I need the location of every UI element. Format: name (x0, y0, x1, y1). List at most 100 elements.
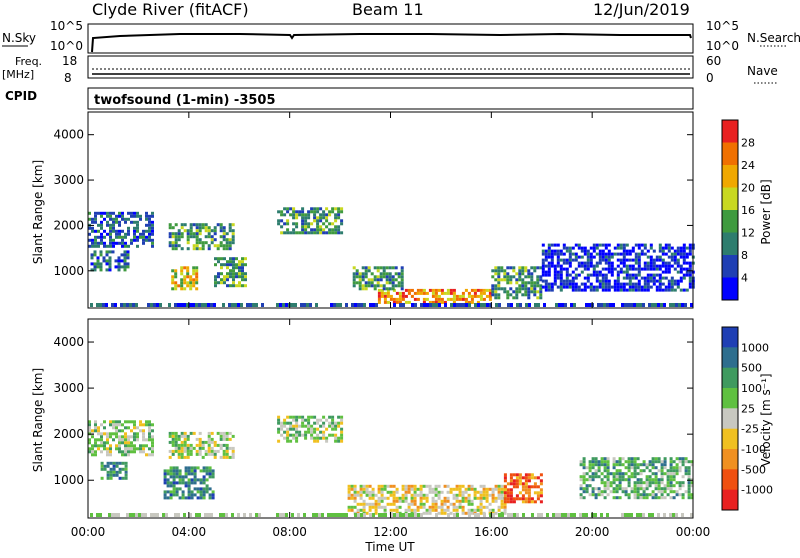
power-colorbar-swatch-2 (722, 165, 738, 188)
velocity-colorbar-tick-2: 100 (741, 382, 762, 395)
power-band-3 (214, 257, 247, 288)
power-colorbar-tick-2: 12 (741, 227, 755, 240)
nave-tick-bottom: 0 (706, 71, 714, 85)
cpid-panel-frame (87, 87, 694, 110)
power-colorbar-swatch-3 (722, 187, 738, 211)
velocity-colorbar-swatch-0 (722, 327, 738, 348)
velocity-ytick-label-2: 3000 (53, 381, 84, 395)
nsky-label: N.Sky (2, 31, 36, 45)
power-colorbar-swatch-5 (722, 232, 738, 256)
freq-tick-bottom: 8 (64, 71, 72, 85)
time-axis: 00:00 04:00 08:00 12:00 16:00 20:00 00:00 (71, 112, 711, 539)
velocity-ytick-label-3: 4000 (53, 335, 84, 349)
velocity-colorbar-swatch-2 (722, 367, 738, 389)
power-colorbar-tick-6: 28 (741, 137, 755, 150)
cpid-label: CPID (5, 89, 37, 103)
power-colorbar: 4 8 12 16 20 24 28 (721, 119, 755, 301)
velocity-colorbar-tick-5: -100 (741, 443, 766, 456)
date-title: 12/Jun/2019 (593, 0, 690, 19)
nave-label: Nave (747, 64, 778, 78)
power-colorbar-swatch-7 (722, 277, 738, 301)
velocity-near-range-strip (90, 513, 693, 517)
power-band-8 (491, 266, 543, 300)
power-colorbar-tick-4: 20 (741, 182, 755, 195)
freq-label: Freq. (15, 55, 42, 68)
velocity-colorbar-label: Velocity [m s⁻¹] (759, 373, 773, 466)
velocity-band-6 (503, 473, 543, 504)
velocity-data-layer (88, 415, 694, 517)
power-colorbar-swatch-1 (722, 142, 738, 166)
velocity-colorbar-swatch-6 (722, 449, 738, 470)
power-colorbar-tick-0: 4 (741, 272, 748, 285)
velocity-ytick-label-1: 2000 (53, 427, 84, 441)
time-tick-label-2: 08:00 (272, 525, 307, 539)
velocity-band-1 (168, 431, 235, 459)
power-colorbar-label: Power [dB] (759, 179, 773, 244)
velocity-colorbar-tick-1: 500 (741, 362, 762, 375)
power-band-9 (541, 243, 695, 292)
nsearch-tick-bottom: 10^0 (706, 39, 739, 53)
velocity-colorbar-frame (721, 326, 739, 511)
nsky-trace (91, 32, 692, 53)
velocity-colorbar-tick-6: -500 (741, 463, 766, 476)
time-tick-label-3: 12:00 (373, 525, 408, 539)
time-tick-label-0: 00:00 (71, 525, 106, 539)
velocity-colorbar-tick-0: 1000 (741, 341, 769, 354)
velocity-colorbar-swatch-8 (722, 489, 738, 511)
time-tick-label-4: 16:00 (474, 525, 509, 539)
freq-panel-frame (87, 55, 694, 79)
power-band-7 (352, 266, 404, 291)
power-y-axis: 1000 2000 3000 4000 (53, 128, 693, 278)
nsky-panel-frame (87, 23, 694, 54)
power-colorbar-swatch-0 (722, 120, 738, 143)
power-band-2 (171, 266, 199, 291)
time-tick-label-1: 04:00 (172, 525, 207, 539)
velocity-band-3 (163, 466, 215, 500)
velocity-band-0 (88, 420, 154, 457)
velocity-colorbar-tick-7: -1000 (741, 484, 773, 497)
velocity-colorbar: 1000 500 100 25 -25 -100 -500 -1000 (721, 326, 773, 511)
velocity-colorbar-swatch-3 (722, 388, 738, 409)
power-data-layer (88, 207, 695, 307)
station-title: Clyde River (fitACF) (92, 0, 249, 19)
velocity-colorbar-tick-4: -25 (741, 423, 759, 436)
velocity-band-4 (100, 461, 128, 480)
power-colorbar-swatch-6 (722, 255, 738, 278)
beam-title: Beam 11 (352, 0, 424, 19)
velocity-colorbar-swatch-5 (722, 428, 738, 450)
nsearch-label: N.Search (747, 31, 800, 45)
time-tick-label-5: 20:00 (575, 525, 610, 539)
nsky-tick-top: 10^5 (50, 19, 83, 33)
power-band-4 (168, 223, 235, 251)
velocity-band-2 (277, 415, 344, 443)
time-axis-label: Time UT (364, 540, 415, 554)
freq-tick-top: 18 (62, 54, 77, 68)
power-colorbar-tick-3: 16 (741, 204, 755, 217)
freq-unit-label: [MHz] (2, 68, 34, 81)
power-colorbar-frame (721, 119, 739, 301)
time-tick-label-6: 00:00 (676, 525, 711, 539)
power-ytick-label-1: 2000 (53, 218, 84, 232)
velocity-band-5 (347, 484, 507, 515)
nsearch-tick-top: 10^5 (706, 19, 739, 33)
velocity-colorbar-swatch-4 (722, 408, 738, 430)
velocity-colorbar-tick-3: 25 (741, 402, 755, 415)
power-ytick-label-0: 1000 (53, 264, 84, 278)
nsky-tick-bottom: 10^0 (50, 39, 83, 53)
velocity-colorbar-swatch-1 (722, 347, 738, 369)
velocity-y-axis: 1000 2000 3000 4000 (53, 335, 693, 487)
power-band-0 (88, 211, 154, 248)
velocity-ytick-label-0: 1000 (53, 473, 84, 487)
velocity-colorbar-swatch-7 (722, 469, 738, 491)
nave-tick-top: 60 (706, 54, 721, 68)
power-colorbar-tick-5: 24 (741, 159, 755, 172)
power-ytick-label-2: 3000 (53, 173, 84, 187)
power-near-range-strip (90, 303, 693, 307)
power-ylabel: Slant Range [km] (31, 160, 45, 264)
power-colorbar-tick-1: 8 (741, 249, 748, 262)
power-ytick-label-3: 4000 (53, 128, 84, 142)
power-band-6 (377, 288, 492, 304)
power-colorbar-swatch-4 (722, 210, 738, 233)
